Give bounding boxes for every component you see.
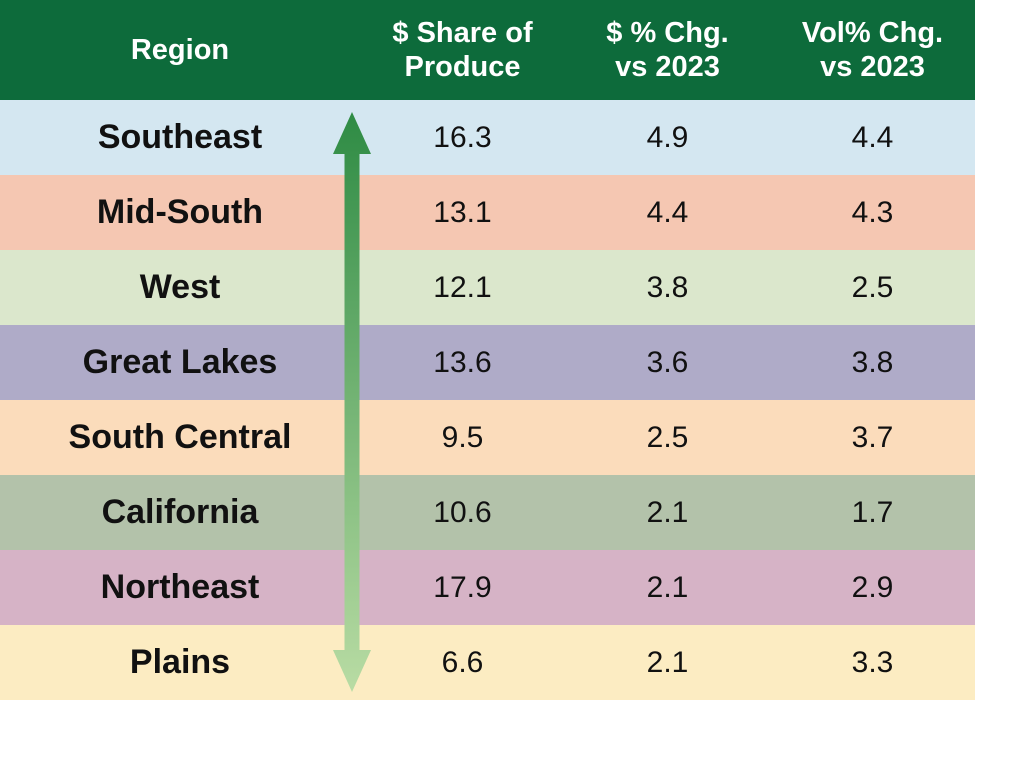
share-cell: 12.1 [433,270,492,304]
share-cell: 16.3 [433,120,492,154]
header-cell-dollar-chg: $ % Chg. vs 2023 [565,0,770,100]
table-body: Southeast 16.3 4.9 4.4 Mid-South 13.1 4.… [0,100,975,700]
table-row: Mid-South 13.1 4.4 4.3 [0,175,975,250]
header-line: Region [130,34,230,66]
dollar-chg-cell: 4.9 [646,120,689,154]
vol-chg-cell: 2.9 [851,570,894,604]
dollar-chg-cell: 3.6 [646,345,689,379]
vol-chg-cell: 3.8 [851,345,894,379]
region-cell: California [101,493,259,531]
dollar-chg-cell: 2.1 [646,570,689,604]
vol-chg-cell: 2.5 [851,270,894,304]
dollar-chg-cell: 2.5 [646,420,689,454]
table-row: Southeast 16.3 4.9 4.4 [0,100,975,175]
region-cell: Southeast [97,118,263,156]
header-cell-vol-chg: Vol% Chg. vs 2023 [770,0,975,100]
region-cell: South Central [68,418,292,456]
region-cell: Great Lakes [82,343,278,381]
region-cell: Mid-South [96,193,264,231]
share-cell: 17.9 [433,570,492,604]
region-cell: West [139,268,221,306]
header-cell-share: $ Share of Produce [360,0,565,100]
share-cell: 10.6 [433,495,492,529]
region-produce-table: Region $ Share of Produce $ % Chg. vs 20… [0,0,975,700]
vol-chg-cell: 4.3 [851,195,894,229]
vol-chg-cell: 3.3 [851,645,894,679]
vol-chg-cell: 1.7 [851,495,894,529]
share-cell: 9.5 [441,420,484,454]
header-line: $ Share of [392,17,533,49]
vol-chg-cell: 3.7 [851,420,894,454]
header-line: vs 2023 [820,51,925,83]
dollar-chg-cell: 4.4 [646,195,689,229]
share-cell: 13.1 [433,195,492,229]
header-cell-region: Region [0,0,360,100]
region-cell: Northeast [100,568,260,606]
vol-chg-cell: 4.4 [851,120,894,154]
header-line: $ % Chg. [606,17,729,49]
table-row: South Central 9.5 2.5 3.7 [0,400,975,475]
table-row: Plains 6.6 2.1 3.3 [0,625,975,700]
region-cell: Plains [129,643,231,681]
table-row: California 10.6 2.1 1.7 [0,475,975,550]
dollar-chg-cell: 2.1 [646,645,689,679]
header-line: Produce [404,51,521,83]
table-row: Northeast 17.9 2.1 2.9 [0,550,975,625]
header-line: vs 2023 [615,51,720,83]
dollar-chg-cell: 3.8 [646,270,689,304]
table-header-row: Region $ Share of Produce $ % Chg. vs 20… [0,0,975,100]
share-cell: 13.6 [433,345,492,379]
share-cell: 6.6 [441,645,484,679]
dollar-chg-cell: 2.1 [646,495,689,529]
table-row: West 12.1 3.8 2.5 [0,250,975,325]
table-row: Great Lakes 13.6 3.6 3.8 [0,325,975,400]
header-line: Vol% Chg. [801,17,944,49]
